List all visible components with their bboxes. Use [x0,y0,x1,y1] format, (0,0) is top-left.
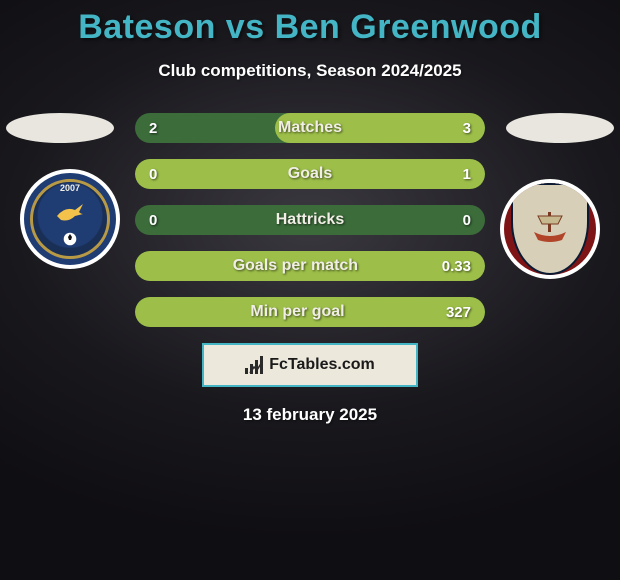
stat-label: Goals per match [149,257,442,275]
page-title: Bateson vs Ben Greenwood [0,0,620,47]
stat-right-value: 0.33 [442,258,471,275]
stat-right-value: 3 [463,120,471,137]
page-subtitle: Club competitions, Season 2024/2025 [0,61,620,81]
stat-label: Min per goal [149,303,446,321]
bird-icon [55,199,85,231]
source-badge: FcTables.com [202,343,418,387]
crest-left-circle: 2007 [20,169,120,269]
stat-left-value: 2 [149,120,157,137]
stat-bars: 2Matches30Goals10Hattricks0Goals per mat… [135,113,485,327]
stat-row: 0Hattricks0 [135,205,485,235]
stat-label: Hattricks [157,211,462,229]
shield-icon [511,183,589,275]
stat-left-value: 0 [149,212,157,229]
ball-icon [63,232,77,249]
bar-chart-icon [245,356,263,374]
stat-label: Matches [157,119,462,137]
crest-right-circle: EYMOUTH F [500,179,600,279]
pedestal-left [6,113,114,143]
stat-right-value: 327 [446,304,471,321]
stat-right-value: 0 [463,212,471,229]
stat-right-value: 1 [463,166,471,183]
source-badge-text: FcTables.com [269,356,375,374]
footer-date: 13 february 2025 [0,405,620,425]
stat-left-value: 0 [149,166,157,183]
crest-left-year: 2007 [60,183,80,193]
club-crest-right: EYMOUTH F [500,179,600,279]
comparison-stage: 2007 EYMOUTH F [0,113,620,327]
club-crest-left: 2007 [20,169,120,269]
stat-row: 0Goals1 [135,159,485,189]
stat-row: Goals per match0.33 [135,251,485,281]
stat-label: Goals [157,165,462,183]
pedestal-right [506,113,614,143]
stat-row: 2Matches3 [135,113,485,143]
ship-icon [528,206,572,253]
stat-row: Min per goal327 [135,297,485,327]
page-background: Bateson vs Ben Greenwood Club competitio… [0,0,620,580]
